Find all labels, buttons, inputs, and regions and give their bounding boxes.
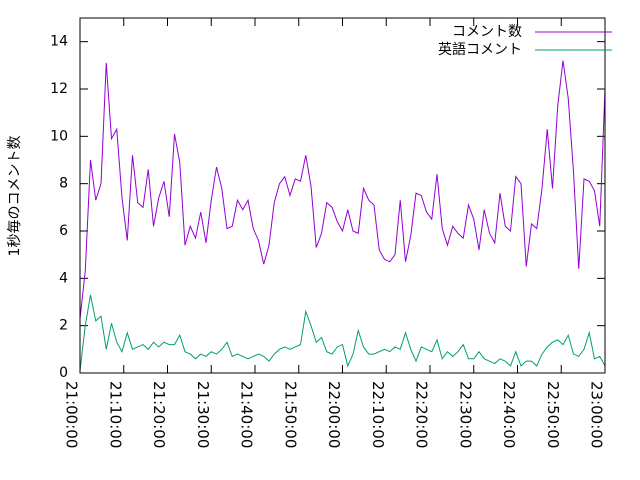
y-tick-label: 0 [59, 365, 68, 381]
series-line [79, 60, 606, 319]
x-tick-label: 22:10:00 [369, 381, 387, 448]
x-tick-label: 23:00:00 [588, 381, 606, 448]
x-tick-label: 21:10:00 [106, 381, 124, 448]
x-tick-label: 22:30:00 [456, 381, 474, 448]
legend-label: 英語コメント [438, 41, 522, 58]
y-tick-label: 8 [59, 176, 68, 192]
y-tick-label: 12 [50, 81, 68, 97]
x-tick-label: 21:30:00 [194, 381, 212, 448]
x-tick-label: 22:50:00 [544, 381, 562, 448]
x-tick-label: 21:40:00 [238, 381, 256, 448]
x-tick-label: 21:20:00 [150, 381, 168, 448]
x-tick-label: 21:50:00 [281, 381, 299, 448]
plot-frame [79, 17, 606, 374]
y-tick-label: 4 [59, 270, 68, 286]
x-tick-label: 22:40:00 [500, 381, 518, 448]
x-tick-label: 22:20:00 [413, 381, 431, 448]
legend-label: コメント数 [452, 24, 522, 40]
series-line [79, 294, 606, 371]
y-tick-label: 6 [59, 223, 68, 239]
x-tick-label: 21:00:00 [63, 381, 81, 448]
y-tick-label: 14 [50, 34, 68, 50]
x-tick-label: 22:00:00 [325, 381, 343, 448]
y-tick-label: 2 [59, 318, 68, 334]
y-axis-label: 1秒毎のコメント数 [7, 136, 23, 257]
y-tick-label: 10 [50, 128, 68, 144]
